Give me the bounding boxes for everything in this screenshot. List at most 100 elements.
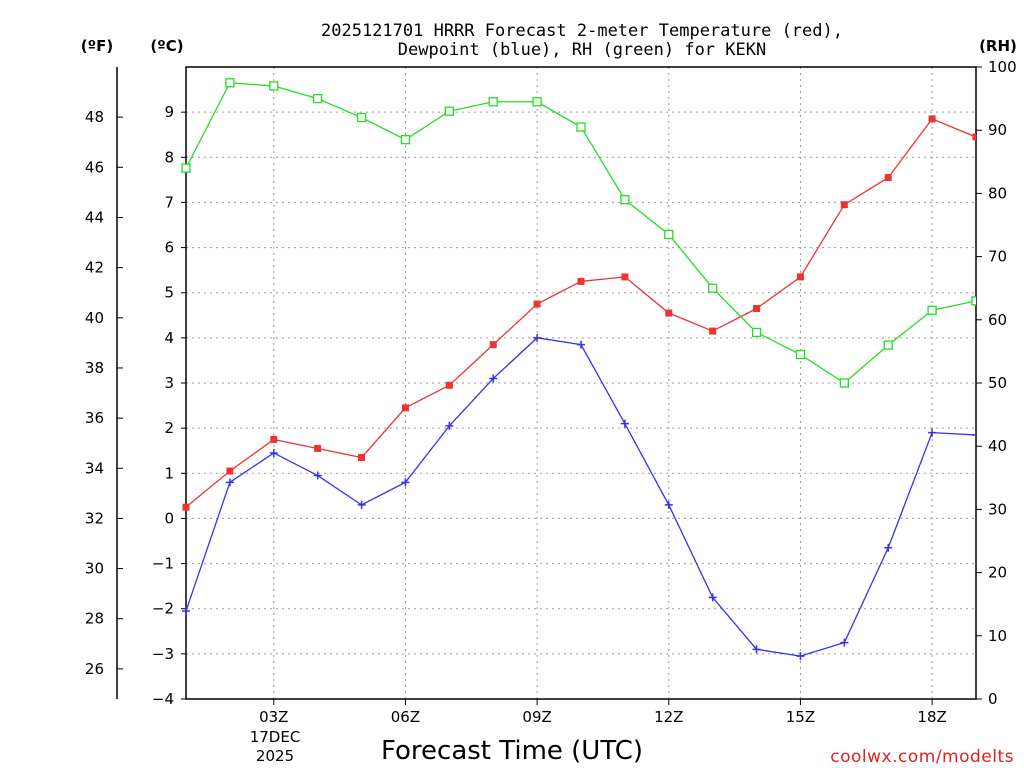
x-tick-label: 12Z xyxy=(654,708,683,726)
title-line-1: 2025121701 HRRR Forecast 2-meter Tempera… xyxy=(321,21,843,41)
fahrenheit-tick-label: 34 xyxy=(85,459,104,477)
celsius-tick-label: −2 xyxy=(152,600,174,618)
temperature-point xyxy=(796,273,804,281)
axes xyxy=(116,66,982,705)
rh-tick-label: 40 xyxy=(988,437,1007,455)
temperature-point xyxy=(445,381,453,389)
celsius-tick-label: 7 xyxy=(164,193,174,211)
x-tick-label: 18Z xyxy=(917,708,946,726)
celsius-tick-label: 8 xyxy=(164,148,174,166)
rh-point xyxy=(708,283,718,293)
rh-point xyxy=(927,305,937,315)
fahrenheit-unit-label: (ºF) xyxy=(81,37,113,55)
tick-labels: −4−3−2−101234567892628303234363840424446… xyxy=(85,58,1017,726)
x-tick-label: 09Z xyxy=(522,708,551,726)
dewpoint-point xyxy=(796,652,805,661)
rh-tick-label: 30 xyxy=(988,500,1007,518)
temperature-point xyxy=(533,300,541,308)
rh-tick-label: 60 xyxy=(988,311,1007,329)
temperature-point xyxy=(709,327,717,335)
dewpoint-point xyxy=(620,419,629,428)
fahrenheit-tick-label: 26 xyxy=(85,660,104,678)
rh-point xyxy=(181,163,191,173)
temperature-point xyxy=(753,305,761,313)
rh-point xyxy=(883,340,893,350)
dewpoint-point xyxy=(752,645,761,654)
rh-point xyxy=(356,112,367,123)
rh-point xyxy=(225,78,235,88)
dewpoint-point xyxy=(928,428,937,437)
celsius-tick-label: 5 xyxy=(164,284,174,302)
plot-frame xyxy=(185,66,977,700)
temperature-point xyxy=(401,404,409,412)
celsius-tick-label: 6 xyxy=(164,239,174,257)
temperature-point xyxy=(577,277,585,285)
temperature-point xyxy=(489,341,497,349)
x-axis-label: Forecast Time (UTC) xyxy=(381,736,643,766)
fahrenheit-tick-label: 36 xyxy=(85,409,104,427)
fahrenheit-tick-label: 40 xyxy=(85,309,104,327)
dewpoint-point xyxy=(357,500,366,509)
fahrenheit-tick-label: 48 xyxy=(85,108,104,126)
temperature-point xyxy=(840,201,848,209)
rh-tick-label: 80 xyxy=(988,184,1007,202)
date-label-year: 2025 xyxy=(256,747,294,765)
dewpoint-point xyxy=(225,478,234,487)
rh-point xyxy=(269,81,279,91)
dewpoint-point xyxy=(489,374,498,383)
dewpoint-point xyxy=(445,421,454,430)
data-series xyxy=(181,78,976,661)
temperature-point xyxy=(884,174,892,182)
rh-point xyxy=(400,135,411,145)
temperature-line xyxy=(185,118,976,508)
rh-point xyxy=(751,327,762,338)
dewpoint-point xyxy=(533,333,542,342)
rh-point xyxy=(444,106,454,116)
fahrenheit-tick-label: 44 xyxy=(85,208,104,226)
rh-tick-label: 0 xyxy=(988,690,998,708)
celsius-tick-label: −4 xyxy=(152,690,174,708)
celsius-tick-label: 9 xyxy=(164,103,174,121)
celsius-tick-label: −1 xyxy=(152,555,174,573)
rh-tick-label: 90 xyxy=(988,121,1007,139)
celsius-tick-label: 1 xyxy=(164,464,174,482)
celsius-unit-label: (ºC) xyxy=(150,37,183,55)
x-tick-label: 06Z xyxy=(391,708,420,726)
temperature-point xyxy=(226,467,234,475)
dewpoint-point xyxy=(884,543,893,552)
rh-point xyxy=(576,122,586,132)
fahrenheit-tick-label: 46 xyxy=(85,158,104,176)
credit-link[interactable]: coolwx.com/modelts xyxy=(830,747,1014,767)
dewpoint-point xyxy=(972,430,976,439)
dewpoint-point xyxy=(577,340,585,349)
temperature-point xyxy=(314,444,322,452)
rh-point xyxy=(532,97,542,107)
celsius-tick-label: −3 xyxy=(152,645,174,663)
dewpoint-point xyxy=(401,478,410,487)
rh-unit-label: (RH) xyxy=(979,37,1017,55)
dewpoint-point xyxy=(840,638,849,647)
rh-point xyxy=(313,93,323,104)
celsius-tick-label: 4 xyxy=(164,329,174,347)
rh-tick-label: 70 xyxy=(988,248,1007,266)
rh-tick-label: 20 xyxy=(988,564,1007,582)
rh-tick-label: 10 xyxy=(988,627,1007,645)
fahrenheit-tick-label: 30 xyxy=(85,560,104,578)
dewpoint-point xyxy=(313,471,322,480)
rh-point xyxy=(488,97,498,107)
x-tick-label: 03Z xyxy=(259,708,288,726)
rh-point xyxy=(971,296,976,306)
dewpoint-point xyxy=(182,606,190,615)
dewpoint-line xyxy=(185,337,976,657)
fahrenheit-tick-label: 42 xyxy=(85,259,104,277)
celsius-tick-label: 0 xyxy=(164,509,174,527)
rh-point xyxy=(620,195,630,205)
x-tick-label: 15Z xyxy=(786,708,815,726)
chart-title: 2025121701 HRRR Forecast 2-meter Tempera… xyxy=(321,21,843,60)
temperature-point xyxy=(358,453,366,461)
rh-point xyxy=(839,378,849,388)
celsius-tick-label: 2 xyxy=(164,419,174,437)
temperature-point xyxy=(928,115,936,123)
rh-point xyxy=(795,349,806,360)
temperature-point xyxy=(270,435,278,443)
